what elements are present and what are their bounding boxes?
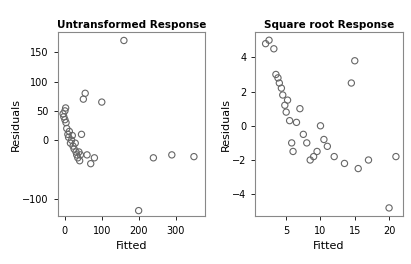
Point: [72, 141, 79, 145]
Point: [279, 93, 286, 97]
Point: [69, 133, 76, 138]
Point: [65, 132, 71, 136]
Point: [84, 153, 90, 157]
X-axis label: Fitted: Fitted: [313, 241, 345, 251]
X-axis label: Fitted: Fitted: [115, 241, 147, 251]
Point: [74, 156, 81, 160]
Point: [74, 153, 80, 157]
Y-axis label: Residuals: Residuals: [221, 98, 231, 150]
Point: [266, 38, 272, 42]
Point: [70, 144, 76, 148]
Point: [307, 158, 314, 162]
Point: [88, 162, 94, 166]
Point: [300, 132, 307, 136]
Point: [314, 149, 320, 154]
Point: [355, 167, 362, 171]
Point: [275, 76, 281, 80]
Point: [278, 86, 285, 90]
Point: [60, 112, 66, 116]
Point: [393, 154, 399, 159]
Point: [331, 154, 337, 159]
Point: [341, 161, 348, 166]
Point: [62, 109, 68, 113]
Point: [80, 97, 87, 101]
Point: [62, 117, 68, 122]
Point: [120, 38, 127, 43]
Point: [270, 47, 277, 51]
Point: [321, 137, 327, 142]
Point: [82, 91, 88, 95]
Point: [191, 154, 197, 159]
Point: [272, 72, 279, 77]
Point: [71, 147, 77, 151]
Point: [169, 153, 175, 157]
Point: [68, 138, 75, 142]
Point: [286, 119, 293, 123]
Y-axis label: Residuals: Residuals: [11, 98, 21, 150]
Point: [60, 115, 67, 119]
Point: [289, 141, 295, 145]
Point: [293, 120, 300, 125]
Point: [351, 59, 358, 63]
Point: [283, 110, 289, 114]
Title: Square root Response: Square root Response: [264, 20, 394, 30]
Point: [99, 100, 105, 104]
Point: [348, 81, 355, 85]
Title: Untransformed Response: Untransformed Response: [57, 20, 206, 30]
Point: [76, 159, 83, 163]
Point: [150, 156, 157, 160]
Point: [135, 209, 142, 213]
Point: [67, 141, 74, 145]
Point: [290, 149, 296, 154]
Point: [282, 103, 288, 107]
Point: [63, 120, 69, 125]
Point: [297, 107, 303, 111]
Point: [303, 141, 310, 145]
Point: [262, 41, 269, 46]
Point: [66, 129, 73, 134]
Point: [317, 124, 324, 128]
Point: [73, 150, 79, 154]
Point: [77, 153, 84, 157]
Point: [276, 81, 283, 85]
Point: [284, 98, 291, 102]
Point: [63, 126, 70, 131]
Point: [365, 158, 372, 162]
Point: [76, 150, 82, 154]
Point: [324, 144, 330, 148]
Point: [65, 135, 72, 139]
Point: [91, 156, 98, 160]
Point: [62, 106, 69, 110]
Point: [386, 206, 393, 210]
Point: [310, 154, 317, 159]
Point: [78, 132, 85, 136]
